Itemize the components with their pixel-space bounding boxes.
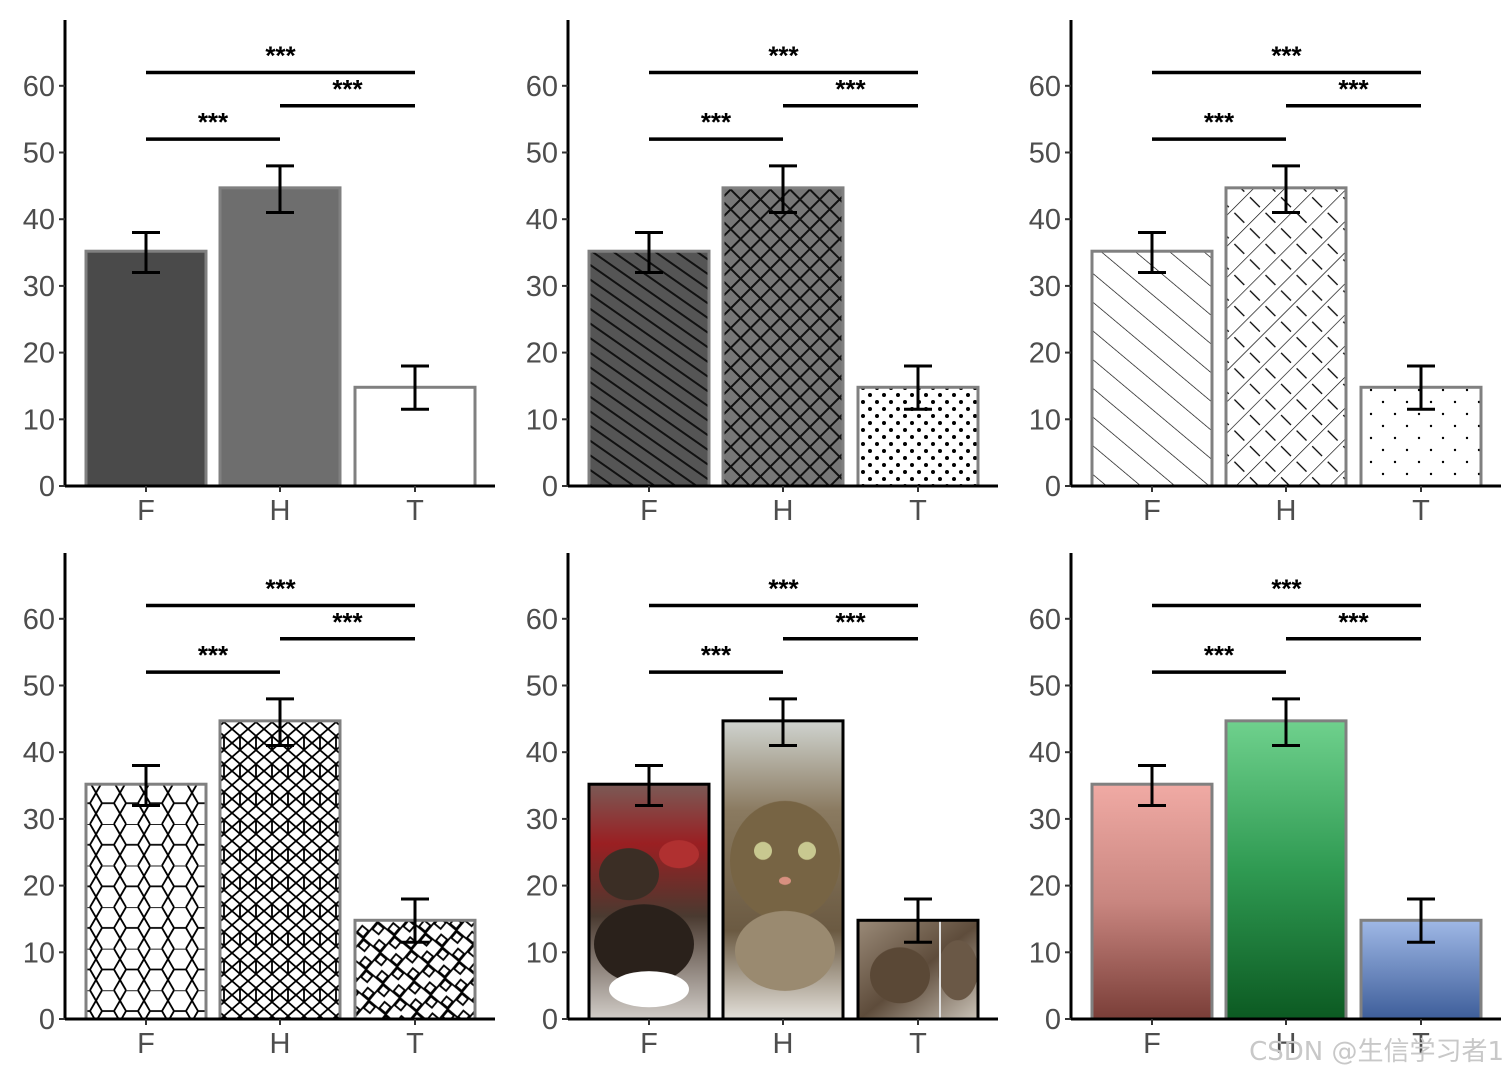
y-tick-label-0: 0	[39, 471, 55, 503]
bar-F	[1090, 249, 1214, 488]
y-tick-label-30: 30	[23, 271, 55, 303]
bar-F	[84, 249, 208, 488]
y-tick-label-10: 10	[23, 404, 55, 436]
bar-H	[721, 186, 845, 488]
bar-F	[84, 782, 208, 1021]
y-tick-label-0: 0	[1045, 1004, 1061, 1036]
y-tick-label-30: 30	[526, 271, 558, 303]
panel-5: 0 10 20 30 40 50 60 F H T *** *** ***	[526, 553, 998, 1060]
y-tick-label-50: 50	[1029, 671, 1061, 703]
y-tick-label-20: 20	[1029, 338, 1061, 370]
x-tick-label-H: H	[773, 495, 794, 527]
significance-label-F-H: ***	[701, 107, 732, 137]
panel-6: 0 10 20 30 40 50 60 F H T *** *** ***	[1029, 553, 1501, 1060]
significance-label-F-H: ***	[198, 107, 229, 137]
y-tick-label-40: 40	[526, 737, 558, 769]
y-tick-label-30: 30	[1029, 271, 1061, 303]
x-tick-label-T: T	[406, 1028, 424, 1060]
significance-label-F-T: ***	[265, 573, 296, 603]
y-tick-label-50: 50	[526, 138, 558, 170]
significance-label-H-T: ***	[835, 607, 866, 637]
panel-3: 0 10 20 30 40 50 60 F H T *** *** ***	[1029, 20, 1501, 527]
y-tick-label-50: 50	[23, 671, 55, 703]
y-tick-label-0: 0	[1045, 471, 1061, 503]
bar-H	[721, 719, 845, 1021]
y-tick-label-30: 30	[23, 804, 55, 836]
y-tick-label-50: 50	[526, 671, 558, 703]
y-tick-label-60: 60	[526, 71, 558, 103]
y-tick-label-0: 0	[39, 1004, 55, 1036]
bar-H	[1224, 186, 1348, 488]
x-tick-label-H: H	[1276, 495, 1297, 527]
significance-label-F-T: ***	[1271, 573, 1302, 603]
y-tick-label-10: 10	[23, 937, 55, 969]
significance-label-F-T: ***	[768, 40, 799, 70]
y-tick-label-60: 60	[526, 604, 558, 636]
y-tick-label-0: 0	[542, 1004, 558, 1036]
bar-H	[218, 719, 342, 1021]
x-tick-label-H: H	[270, 1028, 291, 1060]
significance-label-F-H: ***	[1204, 640, 1235, 670]
x-tick-label-H: H	[270, 495, 291, 527]
y-tick-label-30: 30	[1029, 804, 1061, 836]
y-tick-label-20: 20	[1029, 871, 1061, 903]
x-tick-label-F: F	[137, 495, 155, 527]
y-tick-label-10: 10	[526, 937, 558, 969]
bar-F	[587, 782, 711, 1021]
y-tick-label-20: 20	[23, 338, 55, 370]
y-tick-label-20: 20	[23, 871, 55, 903]
y-tick-label-60: 60	[23, 604, 55, 636]
y-tick-label-50: 50	[1029, 138, 1061, 170]
watermark: CSDN @生信学习者1	[1249, 1037, 1504, 1067]
significance-label-H-T: ***	[1338, 607, 1369, 637]
bar-F	[1090, 782, 1214, 1021]
x-tick-label-H: H	[1276, 1028, 1297, 1060]
bar-H	[218, 186, 342, 488]
y-tick-label-40: 40	[1029, 737, 1061, 769]
y-tick-label-60: 60	[1029, 604, 1061, 636]
x-tick-label-T: T	[1412, 495, 1430, 527]
bar-F	[587, 249, 711, 488]
y-tick-label-20: 20	[526, 338, 558, 370]
significance-label-F-H: ***	[1204, 107, 1235, 137]
y-tick-label-0: 0	[542, 471, 558, 503]
x-tick-label-T: T	[909, 495, 927, 527]
significance-label-H-T: ***	[332, 74, 363, 104]
significance-label-F-H: ***	[701, 640, 732, 670]
panel-2: 0 10 20 30 40 50 60 F H T *** *** ***	[526, 20, 998, 527]
significance-label-F-T: ***	[265, 40, 296, 70]
significance-label-H-T: ***	[835, 74, 866, 104]
y-tick-label-30: 30	[526, 804, 558, 836]
x-tick-label-F: F	[640, 1028, 658, 1060]
bar-H	[1224, 719, 1348, 1021]
significance-label-F-H: ***	[198, 640, 229, 670]
x-tick-label-F: F	[640, 495, 658, 527]
y-tick-label-10: 10	[1029, 404, 1061, 436]
significance-label-F-T: ***	[768, 573, 799, 603]
y-tick-label-10: 10	[526, 404, 558, 436]
panel-4: 0 10 20 30 40 50 60 F H T *** *** ***	[23, 553, 495, 1060]
y-tick-label-40: 40	[23, 737, 55, 769]
significance-label-H-T: ***	[1338, 74, 1369, 104]
significance-label-F-T: ***	[1271, 40, 1302, 70]
y-tick-label-50: 50	[23, 138, 55, 170]
x-tick-label-F: F	[1143, 495, 1161, 527]
x-tick-label-H: H	[773, 1028, 794, 1060]
x-tick-label-F: F	[137, 1028, 155, 1060]
y-tick-label-60: 60	[1029, 71, 1061, 103]
y-tick-label-10: 10	[1029, 937, 1061, 969]
bar-T	[1359, 385, 1483, 488]
x-tick-label-T: T	[1412, 1028, 1430, 1060]
significance-label-H-T: ***	[332, 607, 363, 637]
panel-1: 0 10 20 30 40 50 60 F H T *** *** ***	[23, 20, 495, 527]
x-tick-label-F: F	[1143, 1028, 1161, 1060]
x-tick-label-T: T	[909, 1028, 927, 1060]
y-tick-label-40: 40	[1029, 204, 1061, 236]
x-tick-label-T: T	[406, 495, 424, 527]
y-tick-label-40: 40	[526, 204, 558, 236]
y-tick-label-20: 20	[526, 871, 558, 903]
y-tick-label-60: 60	[23, 71, 55, 103]
y-tick-label-40: 40	[23, 204, 55, 236]
